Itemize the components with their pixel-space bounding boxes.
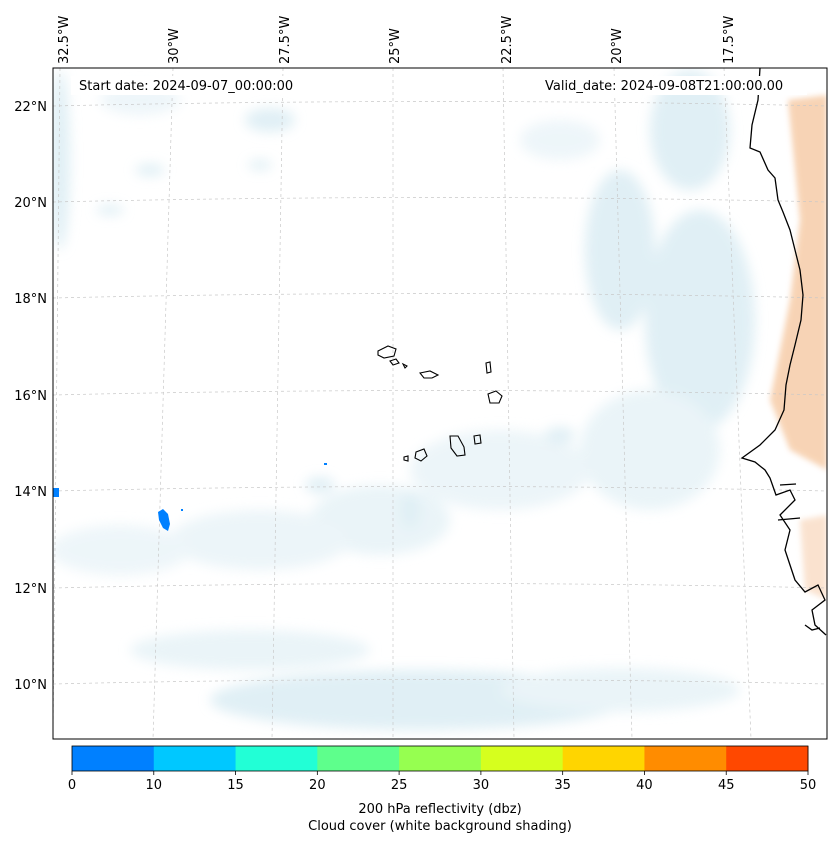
island-maio bbox=[473, 434, 482, 445]
island-sao-nicolau bbox=[419, 370, 440, 379]
island-sal bbox=[485, 361, 492, 374]
latitude-labels: 22°N 20°N 18°N 16°N 14°N 12°N 10°N bbox=[14, 100, 47, 693]
echo-west-edge bbox=[53, 488, 59, 497]
colorbar-ticks: 0 10 15 20 25 30 35 40 45 50 bbox=[68, 771, 816, 793]
longitude-labels: 32.5°W 30°W 27.5°W 25°W 22.5°W 20°W 17.5… bbox=[57, 16, 737, 64]
island-fogo bbox=[414, 448, 428, 462]
lat-label: 20°N bbox=[14, 196, 47, 211]
lat-label: 10°N bbox=[14, 678, 47, 693]
colorbar-swatch bbox=[480, 746, 564, 771]
colorbar-swatch bbox=[562, 746, 645, 771]
map-frame bbox=[52, 67, 828, 740]
lat-label: 18°N bbox=[14, 292, 47, 307]
graticule bbox=[53, 68, 827, 739]
echo-cell bbox=[158, 509, 170, 531]
island-brava bbox=[403, 455, 409, 462]
cloud-cover-shading bbox=[53, 70, 755, 730]
colorbar-swatch bbox=[153, 746, 237, 771]
lon-label: 32.5°W bbox=[57, 16, 72, 64]
colorbar-tick-label: 20 bbox=[309, 778, 326, 793]
lat-label: 22°N bbox=[14, 100, 47, 115]
valid-date-text: Valid_date: 2024-09-08T21:00:00.00 bbox=[545, 79, 783, 94]
island-santo-antao bbox=[377, 345, 397, 359]
island-santiago bbox=[449, 435, 466, 457]
lon-label: 17.5°W bbox=[722, 16, 737, 64]
colorbar-swatches bbox=[72, 746, 809, 771]
lon-label: 27.5°W bbox=[278, 16, 293, 64]
echo-speck bbox=[181, 509, 183, 511]
lat-label: 12°N bbox=[14, 582, 47, 597]
colorbar-tick-label: 35 bbox=[554, 778, 571, 793]
colorbar-swatch bbox=[72, 746, 155, 771]
lon-label: 30°W bbox=[167, 28, 182, 64]
colorbar-tick-label: 45 bbox=[718, 778, 735, 793]
reflectivity-echoes bbox=[53, 463, 327, 531]
colorbar-tick-label: 50 bbox=[800, 778, 817, 793]
colorbar-swatch bbox=[644, 746, 727, 771]
colorbar-tick-label: 25 bbox=[391, 778, 408, 793]
colorbar-tick-label: 30 bbox=[473, 778, 490, 793]
colorbar-swatch bbox=[726, 746, 809, 771]
lat-label: 16°N bbox=[14, 389, 47, 404]
island-sao-vicente bbox=[389, 358, 400, 366]
colorbar-tick-label: 0 bbox=[68, 778, 76, 793]
island-santa-luzia bbox=[401, 362, 408, 369]
cape-verde-islands bbox=[377, 345, 503, 462]
start-date-text: Start date: 2024-09-07_00:00:00 bbox=[79, 79, 293, 94]
colorbar-swatch bbox=[235, 746, 318, 771]
map-panel: Start date: 2024-09-07_00:00:00 Valid_da… bbox=[14, 16, 828, 740]
lon-label: 22.5°W bbox=[500, 16, 515, 64]
lon-label: 20°W bbox=[610, 28, 625, 64]
colorbar-tick-label: 40 bbox=[636, 778, 653, 793]
island-boa-vista bbox=[487, 390, 503, 404]
land-shading bbox=[770, 95, 827, 600]
colorbar-swatch bbox=[399, 746, 482, 771]
colorbar-label-line1: 200 hPa reflectivity (dbz) bbox=[358, 802, 521, 817]
coastline bbox=[740, 68, 827, 636]
colorbar-frame bbox=[71, 745, 809, 772]
colorbar: 0 10 15 20 25 30 35 40 45 50 200 hPa reflectivity… bbox=[68, 745, 816, 834]
valid-date-box bbox=[539, 76, 807, 95]
colorbar-swatch bbox=[317, 746, 400, 771]
colorbar-tick-label: 15 bbox=[227, 778, 244, 793]
start-date-box bbox=[71, 76, 311, 95]
colorbar-tick-label: 10 bbox=[146, 778, 163, 793]
colorbar-label-line2: Cloud cover (white background shading) bbox=[308, 819, 572, 834]
echo-small bbox=[324, 463, 327, 465]
lon-label: 25°W bbox=[388, 28, 403, 64]
lat-label: 14°N bbox=[14, 485, 47, 500]
